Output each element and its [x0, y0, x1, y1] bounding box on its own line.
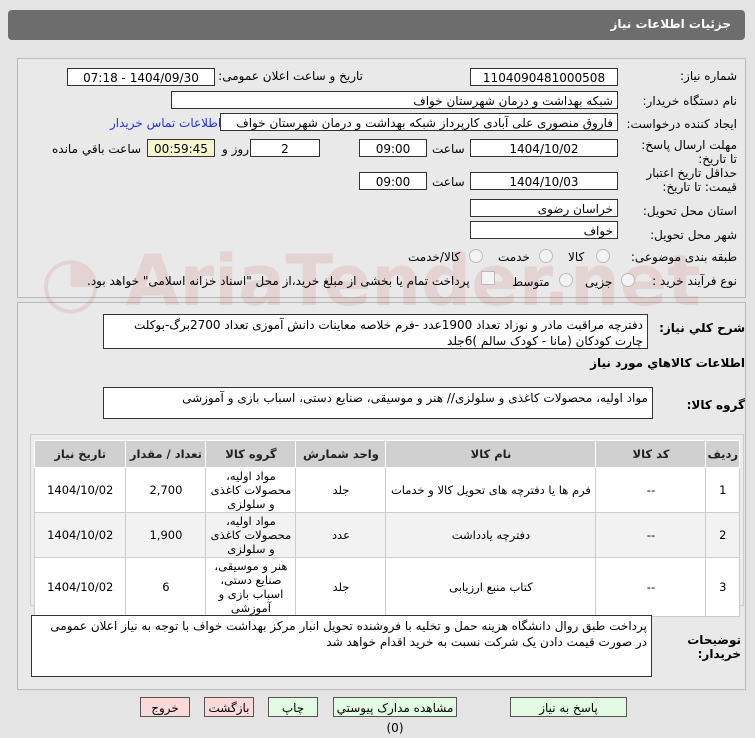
cell-row: 2: [705, 512, 740, 558]
validity-time-field[interactable]: 09:00: [359, 172, 427, 190]
category-radio-both[interactable]: [469, 249, 483, 263]
cell-date: 1404/10/02: [33, 557, 127, 617]
cell-unit: جلد: [295, 557, 387, 617]
reply-button[interactable]: پاسخ به نیاز: [510, 697, 627, 717]
cell-qty: 6: [125, 557, 207, 617]
cell-code: --: [595, 467, 707, 513]
process-option-medium: متوسط: [512, 275, 550, 289]
group-label: گروه کالا:: [686, 398, 745, 412]
deadline-label: مهلت ارسال پاسخ: تا تاریخ:: [641, 138, 737, 166]
back-button[interactable]: بازگشت: [204, 697, 254, 717]
days-label: روز و: [222, 142, 249, 156]
deadline-date-field[interactable]: 1404/10/02: [470, 139, 618, 157]
validity-label: حداقل تاریخ اعتبار قیمت: تا تاریخ:: [646, 166, 737, 194]
cell-unit: جلد: [295, 467, 387, 513]
cell-name: فرم ها یا دفترچه های تحویل کالا و خدمات: [385, 467, 597, 513]
process-radio-medium[interactable]: [559, 273, 573, 287]
category-option-goods: کالا: [568, 250, 585, 264]
cell-code: --: [595, 512, 707, 558]
announce-label: تاریخ و ساعت اعلان عمومی:: [218, 69, 363, 83]
validity-date-field[interactable]: 1404/10/03: [470, 172, 618, 190]
process-radio-minor[interactable]: [621, 273, 635, 287]
announce-field[interactable]: 1404/09/30 - 07:18: [67, 68, 215, 86]
goods-table-wrapper: ردیف کد کالا نام کالا واحد شمارش گروه کا…: [30, 434, 744, 617]
col-unit: واحد شمارش: [295, 440, 387, 468]
col-qty: تعداد / مقدار: [125, 440, 207, 468]
category-radio-service[interactable]: [539, 249, 553, 263]
goods-table: ردیف کد کالا نام کالا واحد شمارش گروه کا…: [33, 440, 740, 617]
summary-label: شرح کلي نیاز:: [659, 321, 745, 335]
buyer-notes-label: توضیحات خریدار:: [687, 633, 741, 661]
col-code: کد کالا: [595, 440, 707, 468]
city-field[interactable]: خواف: [470, 221, 618, 239]
page-header: جزئیات اطلاعات نیاز: [8, 10, 745, 40]
buyer-org-field[interactable]: شبکه بهداشت و درمان شهرستان خواف: [171, 91, 618, 109]
col-row: ردیف: [705, 440, 740, 468]
col-group: گروه کالا: [205, 440, 297, 468]
buyer-notes-textarea[interactable]: پرداخت طبق روال دانشگاه هزینه حمل و تخلی…: [31, 615, 652, 677]
group-textarea[interactable]: مواد اولیه، محصولات کاغذی و سلولزی// هنر…: [103, 387, 653, 419]
goods-info-title: اطلاعات کالاهاي مورد نیاز: [590, 356, 745, 370]
watermark: ◔ AriaTender.net: [40, 240, 701, 322]
treasury-checkbox[interactable]: [481, 271, 495, 285]
table-row: 1 -- فرم ها یا دفترچه های تحویل کالا و خدم…: [33, 467, 740, 513]
cell-name: کتاب منبع ارزیابی: [385, 557, 597, 617]
need-number-label: شماره نیاز:: [680, 69, 737, 83]
cell-unit: عدد: [295, 512, 387, 558]
table-header-row: ردیف کد کالا نام کالا واحد شمارش گروه کا…: [33, 440, 740, 468]
exit-button[interactable]: خروج: [140, 697, 190, 717]
table-row: 2 -- دفترچه یادداشت عدد مواد اولیه، محصولات …: [33, 512, 740, 558]
process-label: نوع فرآیند خرید :: [652, 274, 737, 288]
attachments-button[interactable]: مشاهده مدارک پیوستي (0): [333, 697, 457, 735]
category-option-both: کالا/خدمت: [408, 250, 461, 264]
summary-textarea[interactable]: دفترچه مراقبت مادر و نوزاد تعداد 1900عدد…: [103, 314, 648, 349]
validity-time-label: ساعت: [432, 175, 465, 189]
payment-note: پرداخت تمام یا بخشی از مبلغ خرید،از محل …: [87, 274, 470, 288]
cell-date: 1404/10/02: [33, 467, 127, 513]
col-date: تاریخ نیاز: [33, 440, 127, 468]
cell-row: 1: [705, 467, 740, 513]
remaining-time-field: 00:59:45: [147, 139, 215, 157]
table-row: 3 -- کتاب منبع ارزیابی جلد هنر و موسیقی، صنا…: [33, 557, 740, 617]
cell-group: مواد اولیه، محصولات کاغذی و سلولزی: [205, 512, 297, 558]
cell-date: 1404/10/02: [33, 512, 127, 558]
cell-code: --: [595, 557, 707, 617]
category-radio-goods[interactable]: [596, 249, 610, 263]
contact-buyer-link[interactable]: اطلاعات تماس خریدار: [110, 116, 222, 130]
cell-row: 3: [705, 557, 740, 617]
cell-name: دفترچه یادداشت: [385, 512, 597, 558]
print-button[interactable]: چاپ: [268, 697, 318, 717]
city-label: شهر محل تحویل:: [650, 228, 737, 242]
process-option-minor: جزیی: [585, 275, 613, 289]
category-label: طبقه بندی موضوعی:: [630, 250, 737, 264]
buyer-org-label: نام دستگاه خریدار:: [642, 94, 738, 108]
province-field[interactable]: خراسان رضوی: [470, 199, 618, 217]
cell-qty: 1,900: [125, 512, 207, 558]
cell-group: مواد اولیه، محصولات کاغذی و سلولزی: [205, 467, 297, 513]
deadline-time-field[interactable]: 09:00: [359, 139, 427, 157]
need-number-field[interactable]: 1104090481000508: [470, 68, 618, 86]
province-label: استان محل تحویل:: [642, 204, 737, 218]
cell-qty: 2,700: [125, 467, 207, 513]
creator-label: ایجاد کننده درخواست:: [626, 117, 737, 131]
creator-field[interactable]: فاروق منصوری علی آبادی کارپرداز شبکه بهد…: [220, 113, 618, 131]
page-title: جزئیات اطلاعات نیاز: [610, 17, 731, 31]
col-name: نام کالا: [385, 440, 597, 468]
cell-group: هنر و موسیقی، صنایع دستی، اسباب بازی و آ…: [205, 557, 297, 617]
days-field[interactable]: 2: [250, 139, 320, 157]
category-option-service: خدمت: [498, 250, 530, 264]
remaining-label: ساعت باقي مانده: [52, 142, 142, 156]
deadline-time-label: ساعت: [432, 142, 465, 156]
